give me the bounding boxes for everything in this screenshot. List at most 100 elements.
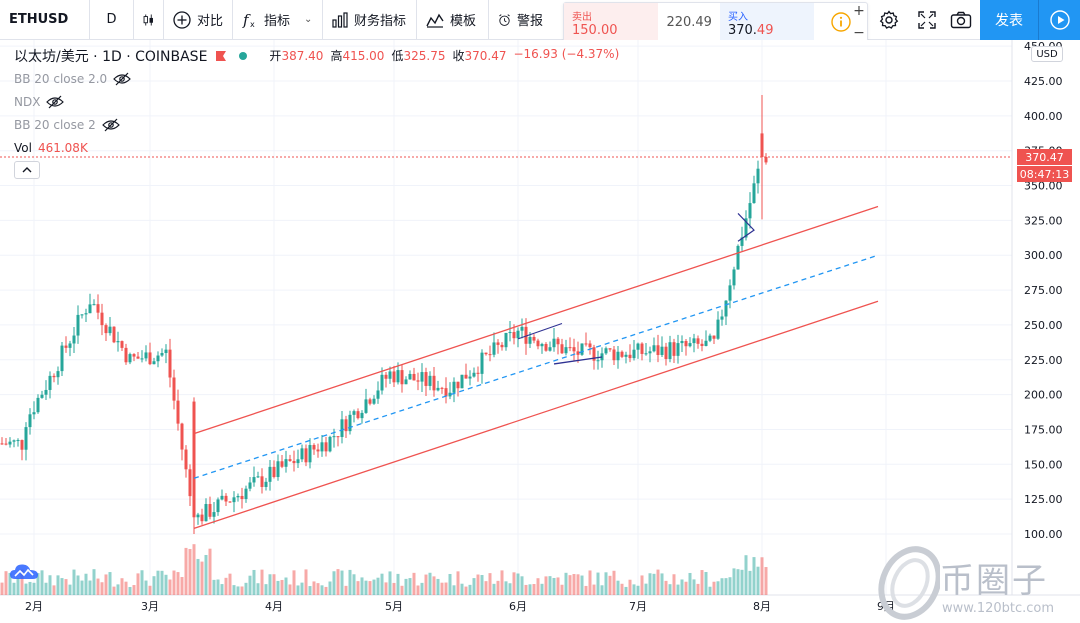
fullscreen-button[interactable] <box>912 0 942 40</box>
eye-hidden-icon[interactable] <box>113 72 132 86</box>
volume-bar <box>644 583 648 595</box>
cloud-logo-icon[interactable] <box>9 563 39 581</box>
candle-body <box>296 459 300 464</box>
volume-bar <box>724 578 728 595</box>
volume-bar <box>276 580 280 595</box>
buy-label: 买入 <box>727 12 748 23</box>
last-price-tag: 370.47 <box>1017 149 1072 165</box>
alert-button[interactable]: 警报 <box>489 0 552 40</box>
volume-bar <box>44 582 48 595</box>
volume-bar <box>284 577 288 595</box>
collapse-legend-button[interactable] <box>14 161 40 179</box>
plus-icon[interactable]: + <box>853 3 865 19</box>
volume-bar <box>452 585 456 595</box>
buy-price-decimal: 49 <box>756 23 774 38</box>
volume-row[interactable]: Vol 461.08K <box>14 136 619 159</box>
candle-body <box>144 352 148 359</box>
volume-bar <box>300 582 304 595</box>
candle-body <box>528 336 532 344</box>
settings-button[interactable] <box>874 0 904 40</box>
time-tick-label: 5月 <box>385 600 403 613</box>
candle-body <box>92 304 96 306</box>
volume-bar <box>124 581 128 595</box>
volume-bar <box>152 576 156 595</box>
volume-bar <box>584 585 588 595</box>
indicator-row[interactable]: NDX <box>14 90 619 113</box>
candle-body <box>632 349 636 359</box>
chart-legend: 以太坊/美元 · 1D · COINBASE 开387.40 高415.00 低… <box>14 44 619 179</box>
volume-bar <box>676 584 680 595</box>
candle-body <box>320 442 324 452</box>
volume-bars <box>0 544 768 595</box>
currency-badge[interactable]: USD <box>1031 46 1063 62</box>
candle-body <box>608 348 612 350</box>
interval-button[interactable]: D <box>90 0 134 40</box>
candle-body <box>616 351 620 361</box>
volume-bar <box>272 574 276 595</box>
candle-body <box>556 338 560 345</box>
volume-bar <box>568 575 572 595</box>
indicators-button[interactable]: f x 指标 ⌄ <box>233 0 323 40</box>
symbol-search-button[interactable]: ETHUSD <box>0 0 90 40</box>
volume-bar <box>92 569 96 595</box>
watermark-logo-icon <box>878 546 942 620</box>
candle-body <box>588 343 592 348</box>
sell-label: 卖出 <box>572 12 592 23</box>
volume-bar <box>476 574 480 595</box>
volume-bar <box>96 578 100 595</box>
volume-bar <box>444 582 448 595</box>
volume-bar <box>600 585 604 595</box>
candle-body <box>484 352 488 355</box>
chart-type-button[interactable] <box>134 0 164 40</box>
indicator-row[interactable]: BB 20 close 2 <box>14 113 619 136</box>
grid <box>0 40 1012 595</box>
volume-bar <box>760 557 764 595</box>
compare-button[interactable]: 对比 <box>164 0 233 40</box>
volume-bar <box>544 576 548 595</box>
candle-body <box>36 397 40 413</box>
volume-bar <box>508 583 512 595</box>
info-button[interactable] <box>814 3 867 41</box>
replay-button[interactable] <box>1038 0 1080 40</box>
candle-body <box>384 374 388 379</box>
publish-button[interactable]: 发表 <box>980 0 1038 40</box>
indicator-row[interactable]: BB 20 close 2.0 <box>14 67 619 90</box>
volume-bar <box>200 561 204 595</box>
candle-body <box>720 316 724 320</box>
candle-body <box>416 380 420 382</box>
candle-body <box>372 398 376 404</box>
volume-bar <box>16 578 20 595</box>
candle-body <box>612 349 616 361</box>
candle-body <box>472 372 476 377</box>
buy-button[interactable]: 买入 370.49 <box>719 3 815 41</box>
volume-bar <box>564 572 568 595</box>
candle-body <box>380 374 384 391</box>
volume-bar <box>160 570 164 595</box>
indicator-label: BB 20 close 2.0 <box>14 71 108 86</box>
eye-hidden-icon[interactable] <box>101 118 120 132</box>
flag-icon[interactable] <box>215 50 227 62</box>
volume-bar <box>392 582 396 595</box>
volume-bar <box>148 585 152 595</box>
fullscreen-icon <box>918 11 936 29</box>
volume-bar <box>76 575 80 595</box>
price-chart[interactable]: 450.00425.00400.00375.00350.00325.00300.… <box>0 40 1080 623</box>
candle-body <box>564 347 568 354</box>
volume-bar <box>184 547 188 595</box>
candle-body <box>628 354 632 359</box>
candle-body <box>620 351 624 357</box>
templates-button[interactable]: 模板 <box>417 0 489 40</box>
eye-hidden-icon[interactable] <box>46 95 65 109</box>
sell-button[interactable]: 卖出 150.00 <box>564 3 659 41</box>
candle-body <box>336 436 340 438</box>
volume-bar <box>368 581 372 595</box>
candle-body <box>216 499 220 513</box>
candle-body <box>624 354 628 357</box>
volume-bar <box>192 544 196 595</box>
snapshot-button[interactable] <box>946 0 976 40</box>
minus-icon[interactable]: − <box>853 25 865 41</box>
price-tick-label: 200.00 <box>1024 389 1063 402</box>
candle-body <box>736 245 740 270</box>
financials-button[interactable]: 财务指标 <box>323 0 417 40</box>
